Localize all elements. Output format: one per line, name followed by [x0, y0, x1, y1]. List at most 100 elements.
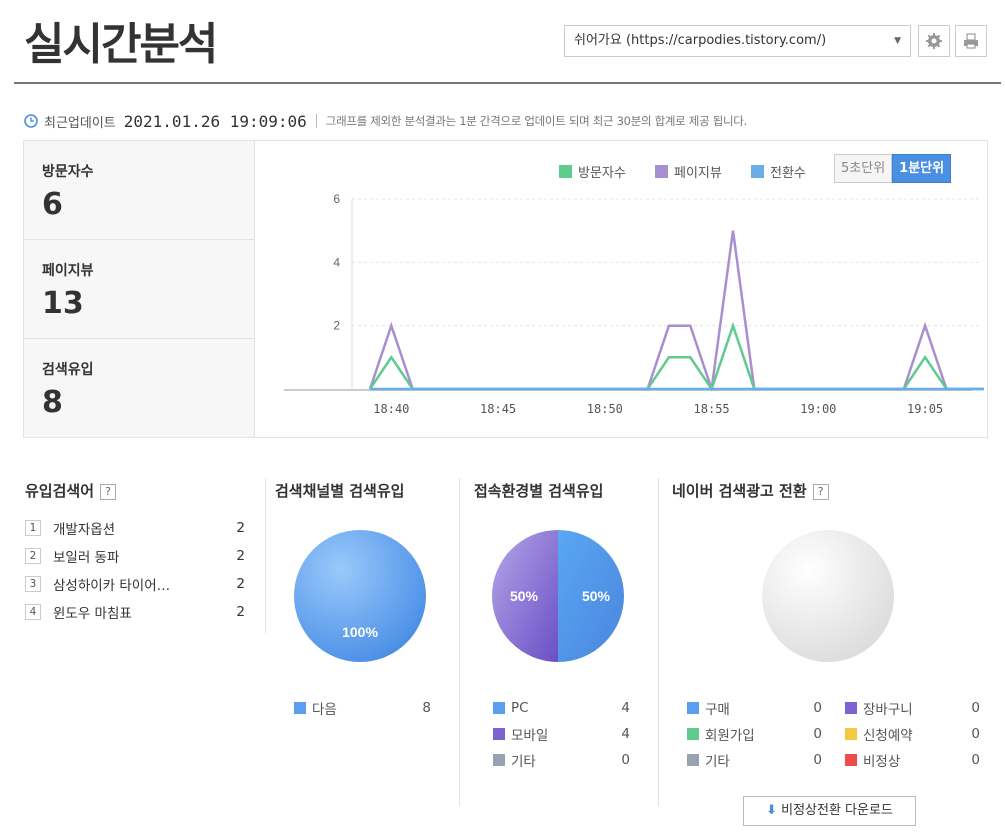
legend-swatch — [493, 754, 505, 766]
stat-name: 검색유입 — [42, 362, 94, 378]
realtime-line-chart: 2 4 6 18:40 18:45 18:50 18:55 19:00 19:05 — [284, 192, 984, 416]
legend-swatch — [687, 728, 699, 740]
channel-title: 검색채널별 검색유입 — [275, 482, 405, 500]
legend-value: 0 — [813, 726, 822, 742]
legend-label: PC — [511, 700, 529, 716]
print-button[interactable] — [955, 25, 987, 57]
stat-pageviews: 페이지뷰 13 — [24, 240, 255, 339]
legend-swatch — [845, 754, 857, 766]
legend-value: 0 — [971, 726, 980, 742]
settings-button[interactable] — [918, 25, 950, 57]
legend-value: 0 — [971, 700, 980, 716]
legend-value: 0 — [971, 752, 980, 768]
x-tick-label: 18:40 — [373, 402, 409, 416]
stat-search: 검색유입 8 — [24, 339, 255, 437]
naver-legend-item: 기타 0 — [687, 750, 822, 770]
update-note: 그래프를 제외한 분석결과는 1분 간격으로 업데이트 되며 최근 30분의 합… — [325, 114, 747, 128]
device-legend-item: PC 4 — [493, 698, 630, 718]
blog-select-value: 쉬어가요 (https://carpodies.tistory.com/) — [574, 33, 827, 48]
pie-slice-mobile[interactable] — [492, 530, 558, 662]
legend-label: 비정상 — [863, 754, 901, 770]
keyword-count: 2 — [236, 576, 245, 592]
naver-legend-item: 구매 0 — [687, 698, 822, 718]
keyword-count: 2 — [236, 548, 245, 564]
keyword-item[interactable]: 1 개발자옵션 2 — [25, 518, 245, 538]
pie-label: 50% — [510, 588, 539, 604]
legend-label: 장바구니 — [863, 702, 913, 718]
legend-label: 다음 — [312, 702, 337, 718]
update-label: 최근업데이트 — [44, 115, 116, 131]
stat-value: 6 — [42, 187, 63, 222]
stat-name: 페이지뷰 — [42, 263, 94, 279]
unit-1min-button[interactable]: 1분단위 — [892, 154, 952, 183]
legend-swatch — [493, 728, 505, 740]
x-tick-label: 19:00 — [800, 402, 836, 416]
series-line-pageviews — [368, 230, 984, 391]
legend-label: 신청예약 — [863, 728, 913, 744]
legend-visitors[interactable]: 방문자수 — [559, 162, 626, 181]
download-button[interactable]: ⬇ 비정상전환 다운로드 — [743, 796, 916, 826]
legend-swatch — [845, 702, 857, 714]
keyword-rank: 2 — [25, 548, 41, 564]
keyword-text: 윈도우 마침표 — [53, 606, 132, 622]
keyword-item[interactable]: 2 보일러 동파 2 — [25, 546, 245, 566]
keyword-rank: 4 — [25, 604, 41, 620]
update-time: 2021.01.26 19:09:06 — [123, 111, 307, 131]
download-label: 비정상전환 다운로드 — [781, 803, 893, 818]
legend-label: 모바일 — [511, 728, 549, 744]
pie-slice-daum[interactable] — [294, 530, 426, 662]
x-tick-label: 18:50 — [587, 402, 623, 416]
keyword-rank: 3 — [25, 576, 41, 592]
stat-visitors: 방문자수 6 — [24, 141, 255, 240]
blog-select[interactable]: 쉬어가요 (https://carpodies.tistory.com/) ▼ — [564, 25, 911, 57]
x-tick-label: 18:45 — [480, 402, 516, 416]
stat-value: 13 — [42, 286, 84, 321]
keywords-title: 유입검색어? — [25, 480, 117, 501]
keyword-item[interactable]: 4 윈도우 마침표 2 — [25, 602, 245, 622]
legend-label: 전환수 — [770, 166, 806, 181]
legend-swatch — [294, 702, 306, 714]
pie-slice-pc[interactable] — [558, 530, 624, 662]
legend-conversions[interactable]: 전환수 — [751, 162, 806, 181]
legend-pageviews[interactable]: 페이지뷰 — [655, 162, 722, 181]
keyword-count: 2 — [236, 520, 245, 536]
naver-legend-item: 장바구니 0 — [845, 698, 980, 718]
legend-label: 방문자수 — [578, 166, 626, 181]
help-icon[interactable]: ? — [812, 484, 829, 500]
unit-5sec-button[interactable]: 5초단위 — [834, 154, 893, 183]
legend-value: 8 — [422, 700, 431, 716]
keyword-item[interactable]: 3 삼성하이카 타이어… 2 — [25, 574, 245, 594]
legend-swatch — [687, 754, 699, 766]
legend-label: 페이지뷰 — [674, 166, 722, 181]
gear-icon — [926, 33, 942, 49]
divider — [658, 478, 659, 806]
chevron-down-icon: ▼ — [894, 36, 901, 46]
pie-label: 50% — [582, 588, 611, 604]
device-legend-item: 모바일 4 — [493, 724, 630, 744]
divider — [315, 114, 317, 128]
legend-swatch — [845, 728, 857, 740]
keyword-text: 삼성하이카 타이어… — [53, 578, 171, 594]
divider — [265, 478, 266, 633]
y-tick-label: 2 — [333, 319, 340, 333]
naver-title-text: 네이버 검색광고 전환 — [672, 482, 807, 500]
summary-panel: 방문자수 6 페이지뷰 13 검색유입 8 방문자수 페이지뷰 전환수 5초단위… — [23, 140, 988, 438]
device-title: 접속환경별 검색유입 — [474, 482, 604, 500]
y-tick-label: 6 — [333, 192, 340, 206]
naver-legend-item: 비정상 0 — [845, 750, 980, 770]
help-icon[interactable]: ? — [100, 484, 117, 500]
keywords-title-text: 유입검색어 — [25, 482, 95, 500]
legend-value: 0 — [813, 752, 822, 768]
legend-label: 기타 — [511, 754, 536, 770]
keyword-text: 개발자옵션 — [53, 522, 116, 538]
title-divider — [14, 82, 1001, 84]
legend-label: 구매 — [705, 702, 730, 718]
device-pie: 50% 50% — [492, 530, 624, 662]
legend-value: 4 — [621, 700, 630, 716]
legend-swatch — [559, 165, 572, 178]
printer-icon — [964, 33, 978, 49]
channel-pie: 100% — [294, 530, 426, 662]
channel-legend-item: 다음 8 — [294, 698, 431, 718]
update-row: 최근업데이트 2021.01.26 19:09:06 그래프를 제외한 분석결과… — [24, 110, 747, 132]
legend-value: 0 — [621, 752, 630, 768]
